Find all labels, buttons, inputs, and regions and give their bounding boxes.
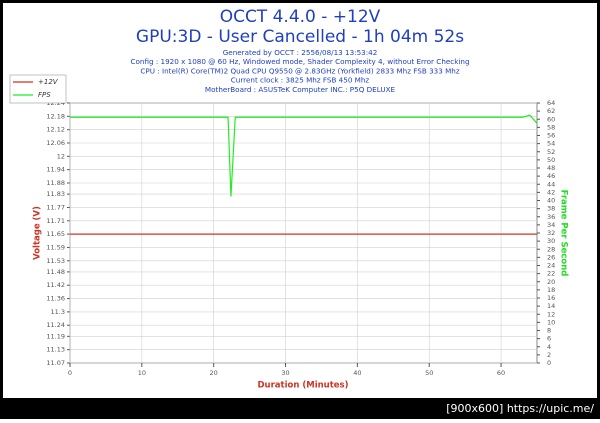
- y-tick-label: 11.71: [46, 217, 65, 225]
- y-tick-label: 11.94: [46, 166, 65, 174]
- y-tick-label: 12.12: [46, 126, 65, 134]
- series-line: [70, 114, 538, 197]
- y-tick-label: 11.83: [46, 190, 65, 198]
- legend-box: [9, 74, 67, 104]
- y-tick-label: 11.53: [46, 257, 65, 265]
- x-tick-label: 50: [425, 369, 433, 377]
- y2-tick-label: 4: [547, 343, 551, 351]
- y2-tick-label: 32: [547, 229, 555, 237]
- y2-tick-label: 44: [547, 180, 555, 188]
- y-tick-label: 12: [57, 152, 65, 160]
- y2-tick-label: 60: [547, 115, 555, 123]
- info-line: CPU : Intel(R) Core(TM)2 Quad CPU Q9550 …: [140, 66, 459, 75]
- info-line: MotherBoard : ASUSTeK Computer INC.: P5Q…: [205, 85, 396, 94]
- y-axis-label: Voltage (V): [33, 206, 43, 260]
- legend-label: FPS: [38, 91, 51, 99]
- y2-tick-label: 12: [547, 310, 555, 318]
- y2-tick-label: 8: [547, 327, 551, 335]
- y2-tick-label: 38: [547, 205, 555, 213]
- y2-tick-label: 42: [547, 188, 555, 196]
- y2-tick-label: 30: [547, 237, 555, 245]
- y2-tick-label: 52: [547, 148, 555, 156]
- y-tick-label: 11.3: [51, 308, 65, 316]
- x-tick-label: 20: [210, 369, 218, 377]
- x-tick-label: 30: [281, 369, 289, 377]
- y2-tick-label: 40: [547, 197, 555, 205]
- y2-tick-label: 64: [547, 99, 555, 107]
- y2-tick-label: 2: [547, 351, 551, 359]
- x-axis-label: Duration (Minutes): [258, 381, 349, 391]
- plot-area: [69, 102, 538, 364]
- y-tick-label: 11.48: [46, 268, 65, 276]
- y2-tick-label: 10: [547, 318, 555, 326]
- y2-axis-label: Frame Per Second: [559, 190, 569, 277]
- y2-tick-label: 14: [547, 302, 555, 310]
- y2-tick-label: 22: [547, 270, 555, 278]
- y2-tick-label: 16: [547, 294, 555, 302]
- y-tick-label: 11.88: [46, 179, 65, 187]
- y2-tick-label: 58: [547, 123, 555, 131]
- y2-tick-label: 62: [547, 107, 555, 115]
- info-line: Generated by OCCT : 2556/08/13 13:53:42: [223, 48, 378, 57]
- x-tick-label: 40: [353, 369, 361, 377]
- y2-tick-label: 48: [547, 164, 555, 172]
- y-tick-label: 11.42: [46, 281, 65, 289]
- y2-tick-label: 50: [547, 156, 555, 164]
- y-tick-label: 11.59: [46, 243, 65, 251]
- y2-tick-label: 56: [547, 132, 555, 140]
- y2-tick-label: 20: [547, 278, 555, 286]
- y2-tick-label: 36: [547, 213, 555, 221]
- y2-tick-label: 26: [547, 253, 555, 261]
- legend-label: +12V: [38, 78, 59, 86]
- title: OCCT 4.4.0 - +12V: [220, 7, 381, 27]
- y2-tick-label: 24: [547, 262, 555, 270]
- y-tick-label: 11.07: [46, 359, 65, 367]
- y2-tick-label: 46: [547, 172, 555, 180]
- y-tick-label: 12.18: [46, 112, 65, 120]
- y2-tick-label: 34: [547, 221, 555, 229]
- y-tick-label: 11.77: [46, 203, 65, 211]
- y2-tick-label: 6: [547, 335, 551, 343]
- y-tick-label: 12.06: [46, 139, 65, 147]
- x-tick-label: 0: [68, 369, 72, 377]
- subtitle: GPU:3D - User Cancelled - 1h 04m 52s: [136, 27, 464, 47]
- y2-tick-label: 0: [547, 359, 551, 367]
- y-tick-label: 11.65: [46, 230, 65, 238]
- x-tick-label: 10: [138, 369, 146, 377]
- y-tick-label: 11.36: [46, 295, 65, 303]
- y2-tick-label: 54: [547, 140, 555, 148]
- info-line: Config : 1920 x 1080 @ 60 Hz, Windowed m…: [130, 57, 469, 66]
- y-tick-label: 11.13: [46, 346, 65, 354]
- info-line: Current clock : 3825 Mhz FSB 450 Mhz: [231, 76, 370, 85]
- watermark: [900x600] https://upic.me/: [446, 402, 594, 415]
- y-tick-label: 11.19: [46, 332, 65, 340]
- y2-tick-label: 18: [547, 286, 555, 294]
- x-tick-label: 60: [497, 369, 505, 377]
- y-tick-label: 11.24: [46, 321, 65, 329]
- y2-tick-label: 28: [547, 245, 555, 253]
